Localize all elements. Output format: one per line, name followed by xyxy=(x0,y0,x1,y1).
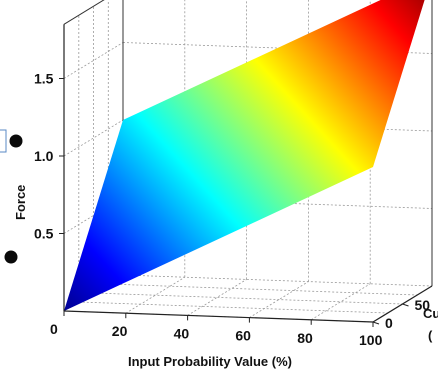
handle-box xyxy=(0,129,7,153)
sidewall-grid-z xyxy=(63,42,124,79)
floor-grid-x xyxy=(187,279,247,316)
y-tick-label: 50 xyxy=(415,297,431,313)
x-tick-label: 60 xyxy=(235,328,251,344)
z-tick-label: 1.5 xyxy=(34,71,54,87)
left-edge-widget xyxy=(0,129,23,264)
z-tick-label: 0.5 xyxy=(34,226,54,242)
y-tick-label: 0 xyxy=(385,315,393,331)
surface-plane xyxy=(64,0,425,311)
y-axis-title: Cu xyxy=(423,306,438,321)
floor-grid-x xyxy=(310,283,371,321)
x-axis-title: Input Probability Value (%) xyxy=(128,354,292,369)
floor-grid-x xyxy=(125,276,186,314)
axis-lines xyxy=(59,24,433,327)
x-tick-label: 20 xyxy=(112,323,128,339)
x-tick-label: 100 xyxy=(359,332,383,348)
floor-grid-y xyxy=(122,274,433,287)
x-tick-label: 40 xyxy=(174,325,190,341)
floor-grid-x xyxy=(249,281,309,318)
backwall-grid-z xyxy=(122,197,433,209)
x-tick-label: 80 xyxy=(297,330,313,346)
floor-grid-y xyxy=(78,301,388,314)
floor-grid-y xyxy=(108,283,418,296)
x-axis-line xyxy=(63,310,374,323)
floor-grid-y xyxy=(93,292,403,305)
y-axis-title-line2: ( xyxy=(428,328,433,343)
box-edge-left-top xyxy=(63,0,105,25)
y-tick-mark xyxy=(402,303,409,307)
x-tick-label: 0 xyxy=(50,321,58,337)
surface-polygon xyxy=(64,0,425,311)
handle-dot-lower xyxy=(4,250,18,264)
sidewall-grid-z xyxy=(63,119,124,157)
z-axis-title: Force xyxy=(13,185,28,220)
z-tick-label: 1.0 xyxy=(34,148,54,164)
y-tick-mark xyxy=(372,321,380,325)
handle-dot-upper xyxy=(9,134,23,148)
